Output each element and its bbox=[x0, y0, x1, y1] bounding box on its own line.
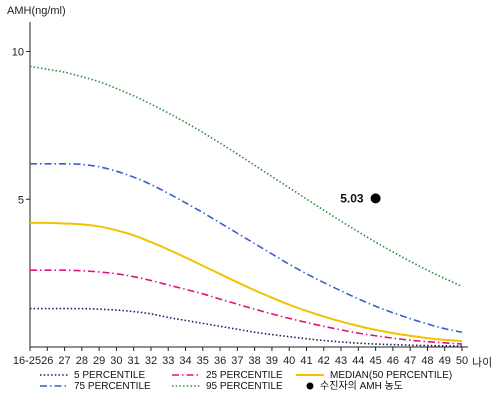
x-tick-label: 43 bbox=[335, 355, 347, 367]
x-tick-label: 46 bbox=[387, 355, 399, 367]
x-tick-label: 45 bbox=[369, 355, 381, 367]
series-group bbox=[29, 65, 463, 347]
x-tick-label: 42 bbox=[318, 355, 330, 367]
legend-swatch-patient-point bbox=[306, 382, 314, 390]
highlight-group: 5.03 bbox=[340, 191, 381, 205]
x-tick-label: 38 bbox=[249, 355, 261, 367]
x-tick-label: 48 bbox=[421, 355, 433, 367]
series-line-median-50-percentile bbox=[29, 221, 463, 343]
x-tick-label: 34 bbox=[179, 355, 191, 367]
legend-label: 25 PERCENTILE bbox=[206, 370, 283, 381]
patient-amh-value-label: 5.03 bbox=[340, 191, 364, 205]
y-tick-label: 10 bbox=[12, 47, 24, 59]
x-tick-label: 50 bbox=[456, 355, 468, 367]
x-tick-label: 44 bbox=[352, 355, 364, 367]
x-tick-label: 26 bbox=[41, 355, 53, 367]
series-line-95-percentile bbox=[29, 65, 463, 288]
x-tick-label: 40 bbox=[283, 355, 295, 367]
y-axis-title: AMH(ng/ml) bbox=[7, 5, 66, 17]
series-line-5-percentile bbox=[30, 307, 463, 347]
x-tick-group: 16-25 26 27 28 29 30 31 32 33 34 35 36 37 38 39 40 41 42 4… bbox=[13, 347, 468, 367]
x-tick-label: 30 bbox=[110, 355, 122, 367]
x-tick-label: 49 bbox=[439, 355, 451, 367]
series-line-75-percentile bbox=[30, 162, 463, 334]
y-tick-label: 5 bbox=[18, 194, 24, 206]
y-tick-group: 5 10 bbox=[12, 47, 30, 206]
patient-amh-point bbox=[370, 193, 381, 204]
x-tick-label: 28 bbox=[76, 355, 88, 367]
x-axis-title: 나이 bbox=[472, 356, 492, 369]
x-tick-label: 39 bbox=[266, 355, 278, 367]
x-tick-label: 27 bbox=[58, 355, 70, 367]
legend-group: 5 PERCENTILE 25 PERCENTILE MEDIAN(50 PERCE… bbox=[40, 370, 452, 392]
x-tick-label: 47 bbox=[404, 355, 416, 367]
legend-label: 95 PERCENTILE bbox=[206, 381, 283, 392]
x-tick-label: 29 bbox=[93, 355, 105, 367]
x-tick-label: 33 bbox=[162, 355, 174, 367]
legend-label: 5 PERCENTILE bbox=[74, 370, 145, 381]
x-tick-label: 41 bbox=[300, 355, 312, 367]
x-tick-label: 31 bbox=[128, 355, 140, 367]
legend-label-patient-point: 수진자의 AMH 농도 bbox=[320, 380, 403, 392]
legend-label: 75 PERCENTILE bbox=[74, 381, 151, 392]
x-tick-label: 36 bbox=[214, 355, 226, 367]
legend-label: MEDIAN(50 PERCENTILE) bbox=[330, 370, 452, 381]
x-tick-label: 16-25 bbox=[13, 355, 41, 367]
x-tick-label: 37 bbox=[231, 355, 243, 367]
x-tick-label: 35 bbox=[197, 355, 209, 367]
x-tick-label: 32 bbox=[145, 355, 157, 367]
series-line-25-percentile bbox=[29, 269, 463, 345]
